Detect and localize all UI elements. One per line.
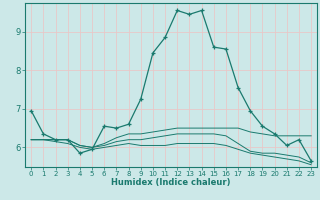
X-axis label: Humidex (Indice chaleur): Humidex (Indice chaleur) — [111, 178, 231, 187]
